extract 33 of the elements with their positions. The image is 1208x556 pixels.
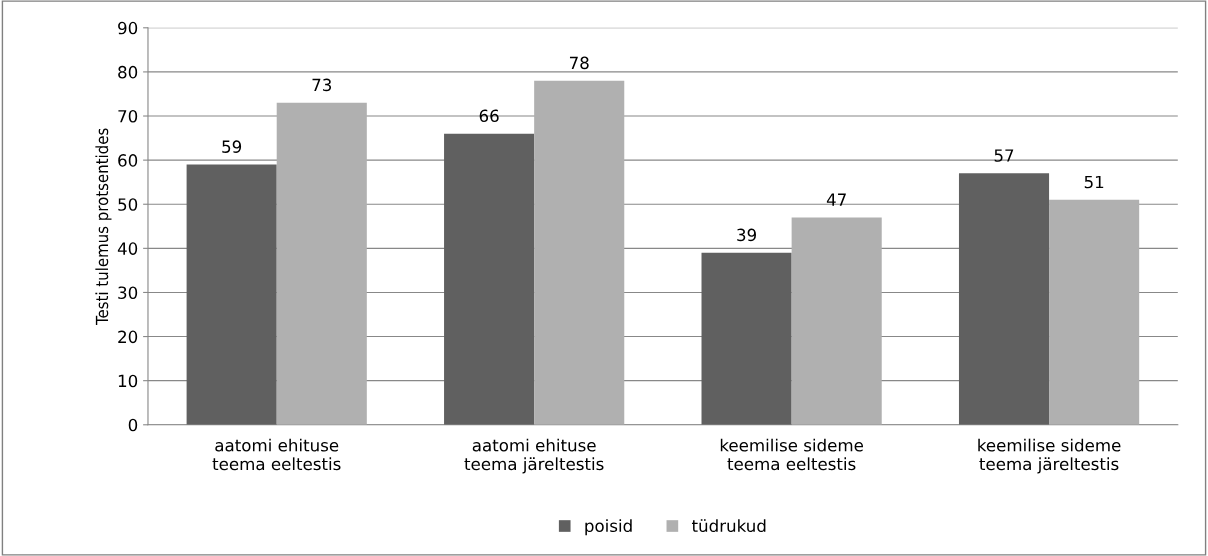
data-label: 51 — [1084, 175, 1104, 189]
y-tick-label: 90 — [118, 21, 138, 35]
data-label: 73 — [312, 78, 332, 92]
bar — [1049, 199, 1140, 425]
data-label: 59 — [222, 140, 242, 153]
data-label: 47 — [826, 193, 846, 206]
data-label: 66 — [479, 109, 499, 123]
y-tick-label: 60 — [118, 154, 138, 167]
y-tick-label: 40 — [117, 242, 138, 255]
y-tick-label: 20 — [118, 330, 138, 344]
legend-label: tüdrukud — [691, 519, 766, 533]
bar — [791, 217, 882, 425]
legend-label: poisid — [585, 519, 632, 536]
y-tick-label: 0 — [128, 418, 138, 432]
bar — [534, 80, 625, 425]
y-tick-label: 80 — [118, 65, 138, 79]
bar — [701, 252, 792, 425]
y-tick-label: 50 — [118, 198, 138, 211]
x-tick-label: aatomi ehituse teema eeltestis — [212, 438, 341, 471]
data-label: 57 — [994, 149, 1014, 162]
x-tick-label: aatomi ehituse teema järeltestis — [464, 438, 604, 474]
data-label: 78 — [569, 56, 589, 70]
bar — [958, 173, 1050, 425]
y-tick-label: 30 — [118, 286, 138, 300]
x-tick-label: keemilise sideme teema eeltestis — [720, 438, 864, 471]
bar — [186, 164, 277, 425]
y-axis-title: Testi tulemus protsentides — [95, 128, 112, 325]
bar — [444, 133, 535, 425]
y-tick-label: 10 — [118, 374, 138, 388]
y-tick-label: 70 — [118, 109, 138, 123]
bar — [276, 102, 367, 425]
x-tick-label: keemilise sideme teema järeltestis — [978, 438, 1121, 474]
data-label: 39 — [737, 228, 756, 242]
